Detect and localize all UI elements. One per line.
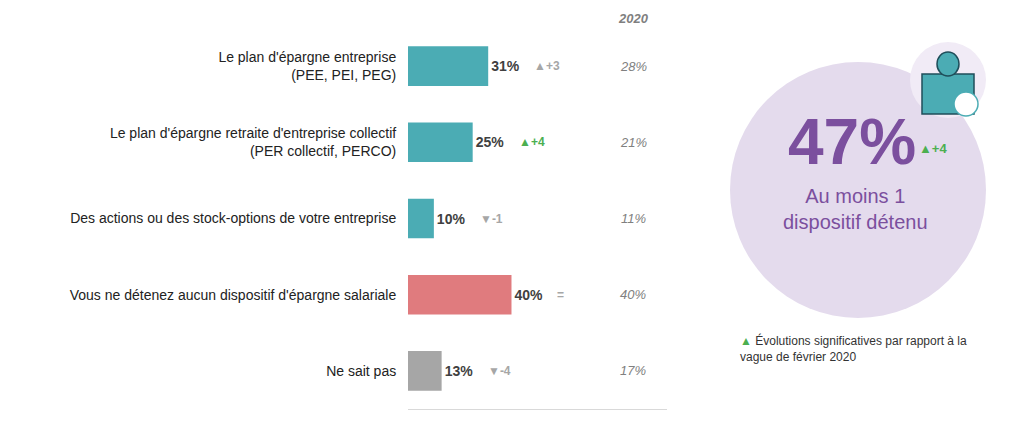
svg-text:Ne sait pas: Ne sait pas [326,363,396,379]
svg-text:17%: 17% [620,363,646,378]
svg-text:21%: 21% [620,135,647,150]
svg-text:40%: 40% [514,287,543,303]
svg-text:Vous ne détenez aucun disposit: Vous ne détenez aucun dispositif d'éparg… [70,287,397,303]
svg-text:▲+3: ▲+3 [534,59,560,73]
svg-text:▲+4: ▲+4 [519,135,545,149]
svg-text:2020: 2020 [618,11,649,26]
svg-text:Le plan d'épargne retraite d'e: Le plan d'épargne retraite d'entreprise … [110,125,396,159]
svg-text:▼-4: ▼-4 [488,364,511,378]
svg-text:Le plan d'épargne entreprise(P: Le plan d'épargne entreprise(PEE, PEI, P… [218,49,396,83]
svg-text:28%: 28% [620,59,647,74]
svg-text:11%: 11% [621,211,646,226]
svg-text:Des actions ou des stock-optio: Des actions ou des stock-options de votr… [70,210,396,226]
svg-text:▲+4: ▲+4 [919,141,947,156]
svg-text:47%: 47% [788,106,916,178]
svg-text:▼-1: ▼-1 [480,212,503,226]
svg-text:13%: 13% [445,363,474,379]
svg-text:▲ Évolutions significatives pa: ▲ Évolutions significatives par rapport … [740,333,967,364]
svg-text:10%: 10% [437,211,466,227]
svg-text:=: = [557,288,564,302]
svg-text:25%: 25% [476,134,505,150]
svg-text:31%: 31% [491,58,520,74]
svg-text:Au moins 1dispositif détenu: Au moins 1dispositif détenu [783,185,928,233]
svg-text:40%: 40% [620,287,646,302]
